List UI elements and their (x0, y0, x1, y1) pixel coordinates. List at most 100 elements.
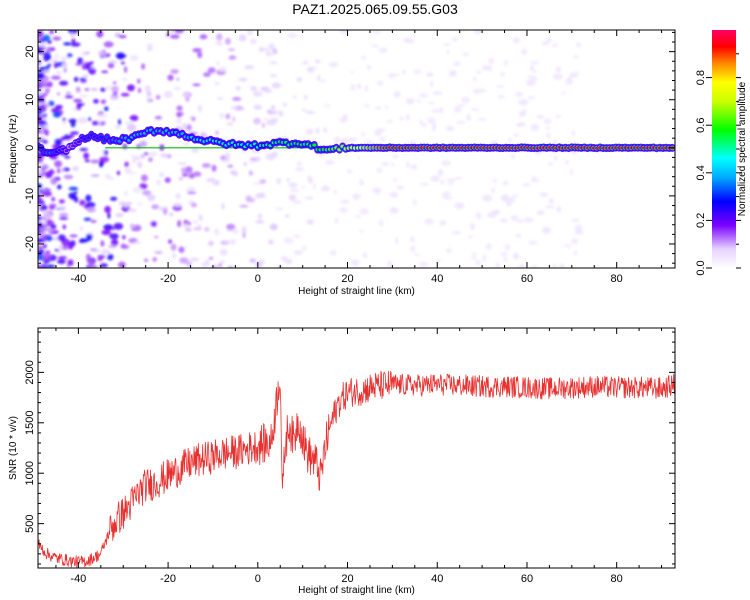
noise-blob (193, 227, 202, 231)
noise-blob (58, 244, 63, 252)
noise-blob (227, 164, 234, 168)
noise-blob (90, 174, 100, 178)
noise-blob (451, 231, 462, 235)
noise-blob (389, 191, 399, 198)
noise-blob (55, 141, 62, 146)
noise-blob (192, 171, 202, 177)
noise-blob (38, 42, 47, 47)
noise-blob (373, 30, 382, 34)
noise-blob (340, 199, 350, 204)
noise-blob (176, 77, 180, 81)
colorbar-tick-label: 0.0 (695, 260, 707, 275)
noise-blob (530, 60, 540, 65)
noise-blob (339, 207, 348, 213)
noise-blob (225, 37, 231, 45)
noise-blob (543, 118, 552, 125)
noise-blob (215, 130, 219, 135)
noise-blob (182, 123, 187, 127)
noise-blob (261, 122, 265, 129)
noise-blob (38, 265, 47, 268)
noise-blob (103, 149, 108, 156)
noise-blob (328, 61, 339, 68)
noise-blob (69, 234, 78, 238)
colorbar-ticks: 0.0 0.2 0.4 0.6 0.8 (695, 53, 741, 276)
colorbar-gradient (712, 30, 736, 268)
noise-blob (105, 227, 115, 231)
noise-blob (518, 111, 526, 117)
noise-blob (275, 207, 284, 211)
colorbar: 0.0 0.2 0.4 0.6 0.8 Normalized spectral ampl… (695, 30, 748, 276)
spectrogram-x-axis: -40 -20 0 20 40 60 80 (55, 30, 663, 285)
spectrogram-panel: -40 -20 0 20 40 60 80 -20 -10 0 10 20 Height of st… (8, 29, 676, 297)
noise-blob (427, 117, 436, 125)
noise-blob (221, 159, 231, 163)
noise-blob (524, 217, 534, 223)
noise-blob (462, 52, 470, 56)
noise-blob (115, 52, 125, 60)
noise-blob (515, 91, 524, 97)
noise-blob (141, 63, 146, 70)
noise-blob (81, 51, 88, 56)
noise-blob (197, 51, 203, 59)
noise-blob (293, 200, 302, 204)
x-tick-label: -40 (70, 573, 86, 585)
spectrogram-frame (37, 29, 676, 269)
noise-blob (100, 248, 111, 255)
noise-blob (79, 199, 86, 206)
noise-blob (419, 261, 429, 268)
noise-blob (73, 98, 83, 103)
x-tick-label: 60 (521, 573, 533, 585)
noise-blob (456, 120, 466, 125)
noise-blob (482, 194, 493, 202)
noise-blob (170, 243, 177, 251)
noise-blob (132, 224, 142, 231)
noise-blob (500, 252, 509, 257)
noise-blob (293, 234, 301, 239)
noise-blob (156, 179, 162, 186)
noise-blob (443, 196, 453, 200)
noise-blob (363, 104, 370, 108)
noise-blob (60, 56, 70, 60)
noise-blob (446, 178, 456, 183)
noise-blob (556, 206, 562, 213)
noise-blob (175, 117, 182, 125)
noise-blob (101, 70, 109, 74)
noise-blob (74, 196, 79, 203)
noise-blob (552, 263, 557, 268)
page-title: PAZ1.2025.065.09.55.G03 (292, 1, 458, 17)
noise-blob (252, 90, 263, 97)
noise-blob (552, 73, 563, 80)
noise-blob (174, 30, 184, 34)
snr-series-line (38, 370, 675, 568)
noise-blob (133, 241, 142, 244)
noise-blob (302, 185, 306, 189)
noise-blob (84, 88, 90, 91)
noise-blob (38, 63, 44, 66)
noise-blob (150, 47, 154, 51)
noise-blob (198, 105, 202, 113)
noise-blob (418, 93, 429, 98)
noise-blob (454, 176, 463, 180)
noise-blob (546, 132, 551, 139)
noise-blob (60, 168, 64, 173)
noise-blob (516, 122, 526, 128)
colorbar-tick-label: 0.6 (695, 118, 707, 133)
noise-blob (139, 183, 148, 190)
noise-blob (296, 161, 302, 166)
noise-blob (396, 185, 405, 190)
noise-blob (112, 91, 118, 95)
noise-blob (513, 252, 520, 260)
noise-blob (122, 235, 126, 240)
noise-blob (545, 126, 551, 130)
x-tick-label: 0 (255, 573, 261, 585)
noise-blob (198, 214, 203, 222)
noise-blob (144, 258, 149, 262)
noise-blob (105, 85, 111, 90)
noise-blob (116, 170, 121, 176)
noise-blob (111, 85, 119, 93)
noise-blob (230, 105, 238, 110)
noise-blob (485, 243, 492, 250)
noise-blob (283, 237, 294, 244)
noise-blob (57, 251, 62, 255)
noise-blob (61, 121, 67, 126)
